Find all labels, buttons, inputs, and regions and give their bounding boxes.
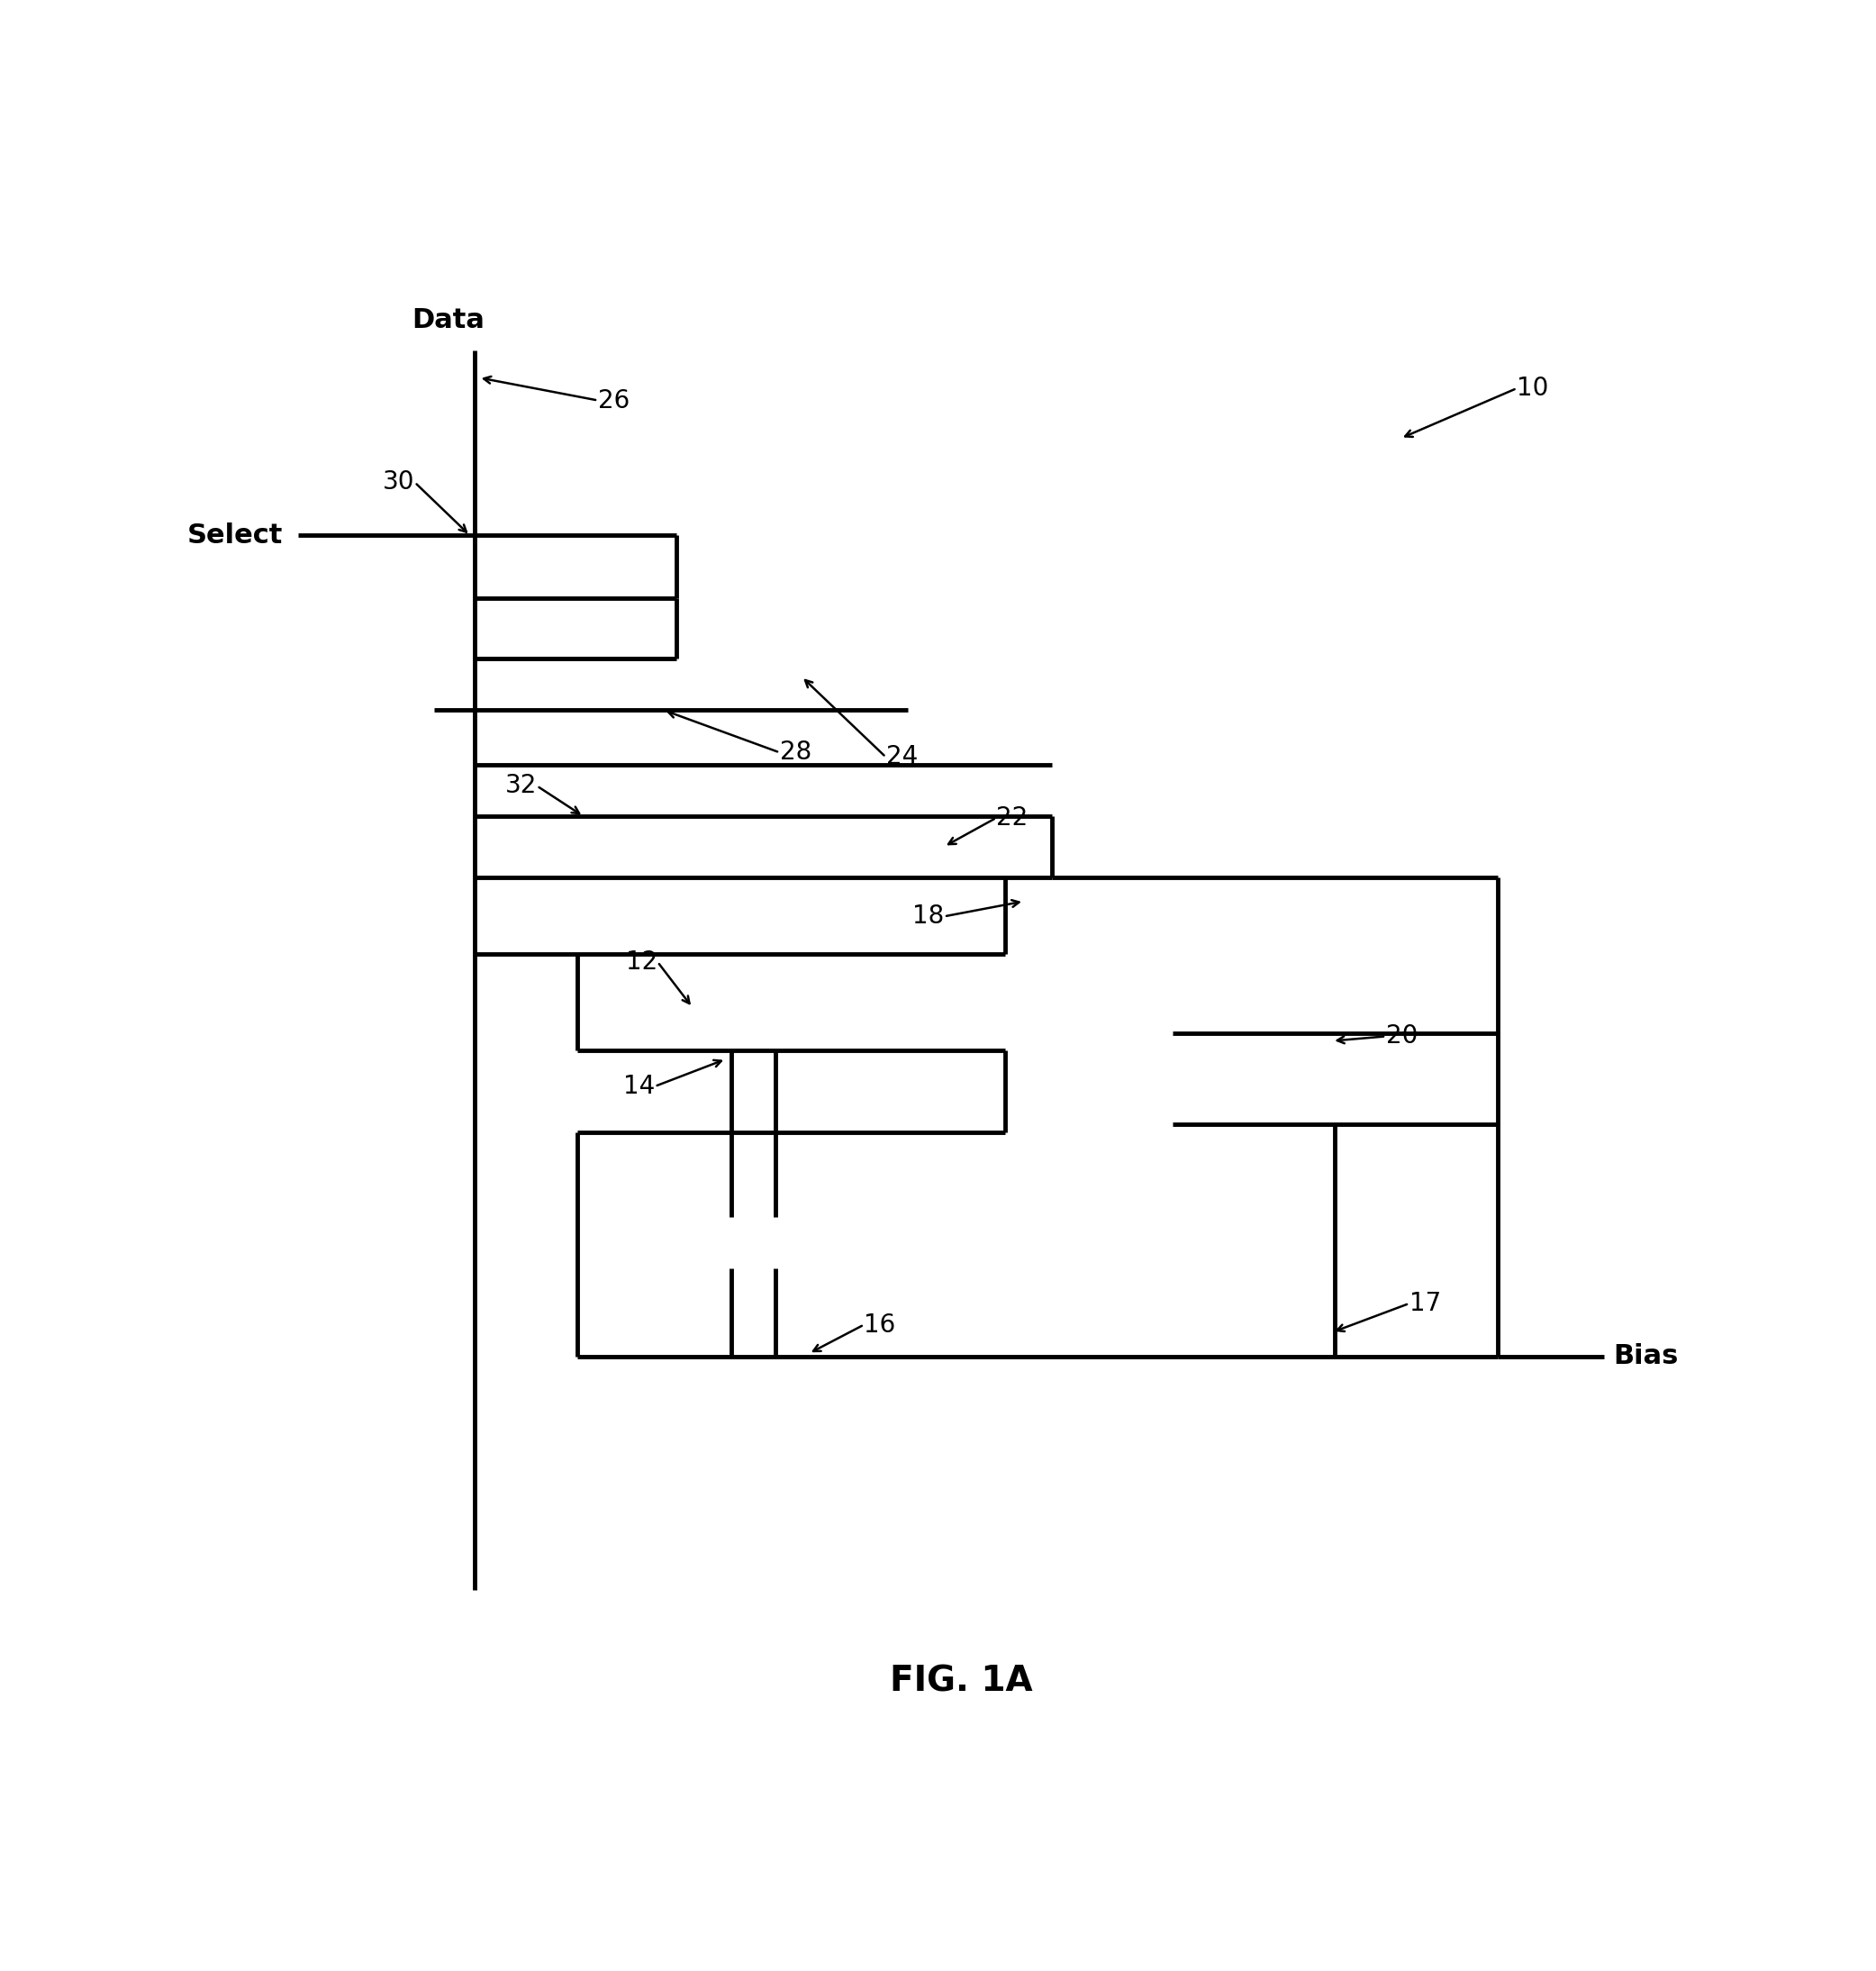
Text: Bias: Bias (1613, 1344, 1677, 1370)
Text: Data: Data (413, 307, 484, 333)
Text: 24: 24 (885, 745, 917, 771)
Text: 16: 16 (865, 1313, 895, 1336)
Text: 14: 14 (623, 1074, 655, 1100)
Text: 12: 12 (627, 950, 658, 974)
Text: 30: 30 (383, 469, 415, 495)
Text: 18: 18 (912, 905, 944, 928)
Text: 20: 20 (1386, 1023, 1418, 1049)
Text: 32: 32 (505, 773, 537, 798)
Text: 10: 10 (1518, 376, 1550, 400)
Text: Select: Select (188, 522, 283, 548)
Text: 26: 26 (598, 388, 630, 414)
Text: 17: 17 (1409, 1291, 1441, 1317)
Text: 28: 28 (780, 739, 812, 765)
Text: FIG. 1A: FIG. 1A (889, 1664, 1034, 1699)
Text: 22: 22 (996, 806, 1028, 830)
